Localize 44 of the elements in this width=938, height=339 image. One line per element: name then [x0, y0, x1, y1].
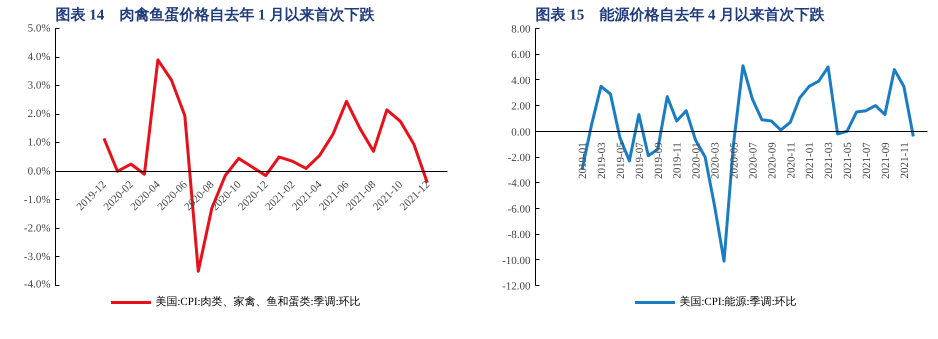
- x-tick-label: 2020-05: [728, 142, 740, 179]
- y-tick-label: -2.00: [508, 152, 531, 164]
- x-tick-label: 2021-09: [880, 142, 892, 179]
- y-tick-label: 4.0%: [28, 51, 51, 64]
- y-tick-label: -8.00: [508, 229, 531, 242]
- x-tick-label: 2020-03: [710, 142, 722, 179]
- x-tick-label: 2019-07: [634, 142, 646, 179]
- chart-title: 图表 15 能源价格自去年 4 月以来首次下跌: [536, 6, 826, 24]
- y-tick-label: 3.0%: [28, 80, 51, 92]
- x-tick-label: 2020-07: [747, 142, 760, 179]
- y-tick-label: 8.00: [511, 24, 531, 36]
- line-series: [580, 64, 915, 263]
- y-tick-label: -1.0%: [24, 194, 50, 206]
- y-tick-label: 0.0%: [28, 165, 51, 178]
- x-tick-label: 2021-05: [842, 142, 854, 179]
- y-tick-label: -4.0%: [24, 278, 50, 290]
- y-tick-label: 1.0%: [28, 136, 51, 149]
- y-tick-label: 2.00: [511, 100, 531, 113]
- y-tick-label: -12.00: [502, 280, 531, 292]
- x-tick-label: 2019-09: [652, 142, 665, 179]
- legend-label: 美国:CPI:肉类、家禽、鱼和蛋类:季调:环比: [155, 296, 361, 308]
- y-tick-label: -10.00: [502, 254, 531, 267]
- x-tick-label: 2019-01: [577, 142, 590, 179]
- legend-label: 美国:CPI:能源:季调:环比: [679, 296, 797, 308]
- x-tick-label: 2021-11: [898, 142, 911, 179]
- x-tick-label: 2021-03: [823, 142, 836, 179]
- y-tick-label: -6.00: [508, 203, 531, 216]
- x-tick-label: 2019-11: [672, 142, 684, 179]
- y-tick-label: -4.00: [508, 178, 531, 190]
- y-tick-label: -3.0%: [24, 250, 50, 263]
- x-tick-label: 2019-03: [596, 142, 608, 179]
- x-tick-label: 2021-07: [860, 142, 873, 179]
- chart-title: 图表 14 肉禽鱼蛋价格自去年 1 月以来首次下跌: [56, 6, 376, 24]
- y-tick-label: 6.00: [511, 49, 531, 62]
- y-tick-label: 0.00: [511, 126, 531, 138]
- y-tick-label: 4.00: [511, 74, 531, 87]
- x-tick-label: 2020-01: [690, 142, 703, 179]
- x-tick-label: 2021-01: [804, 142, 816, 179]
- y-tick-label: -2.0%: [24, 222, 50, 234]
- x-tick-label: 2019-05: [614, 142, 627, 179]
- y-tick-label: 5.0%: [28, 22, 51, 34]
- y-tick-label: 2.0%: [28, 108, 51, 120]
- x-tick-label: 2020-11: [785, 142, 798, 179]
- x-tick-label: 2020-09: [766, 142, 778, 179]
